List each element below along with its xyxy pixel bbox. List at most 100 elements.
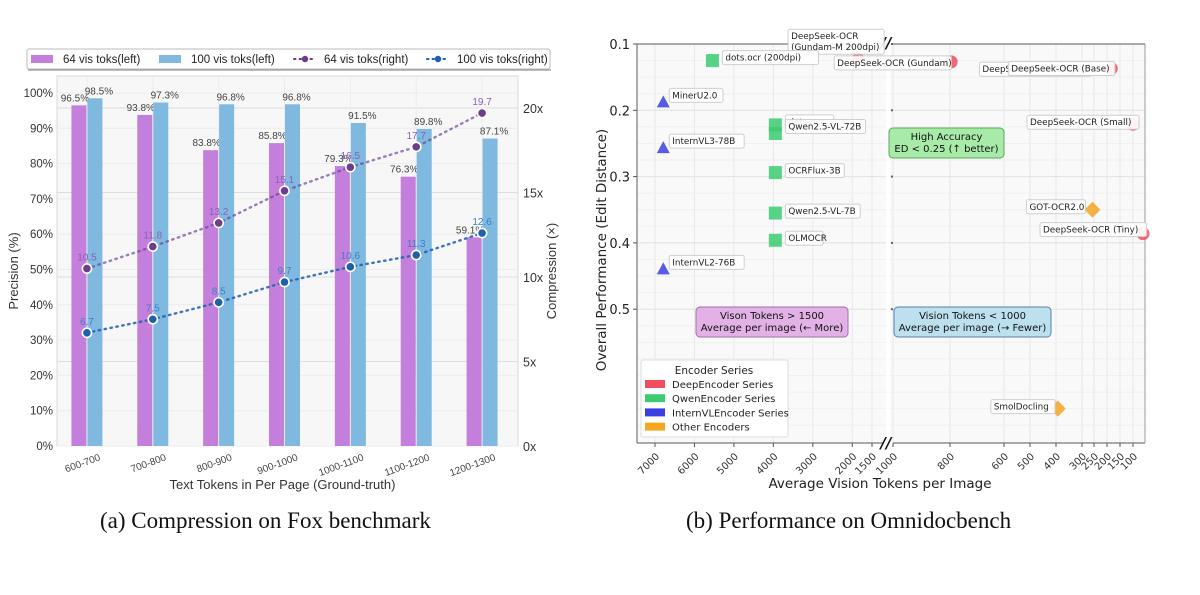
- line-point: [344, 261, 356, 273]
- point-label: MinerU2.0: [672, 91, 717, 101]
- point-label: DeepSeek-OCR (Small): [1030, 118, 1131, 128]
- point-label-box: [1007, 61, 1116, 77]
- annotation-box: [695, 306, 849, 338]
- bar-value-label: 76.3%: [390, 165, 418, 176]
- point-label: Qwen2.5-VL-72B: [788, 123, 861, 133]
- data-point: InternVL2-76B: [656, 254, 745, 275]
- line-value-label: 12.6: [472, 217, 492, 228]
- legend-swatch-marker: [434, 55, 442, 63]
- y-tick-label: 0.5: [609, 303, 630, 318]
- caption-a: (a) Compression on Fox benchmark: [100, 508, 431, 533]
- point-label: InternVL3-78B: [672, 137, 735, 147]
- legend: Encoder Series DeepEncoder Series QwenEnco…: [640, 359, 789, 438]
- caption-b: (b) Performance on Omnidocbench: [686, 508, 1012, 533]
- bar-100-600-700: [87, 98, 103, 447]
- x-tick-label: 600: [990, 451, 1011, 472]
- x-tick-label: 7000: [636, 451, 662, 477]
- annotation-box: [893, 306, 1052, 338]
- point-marker-square: [705, 54, 719, 68]
- point-label-box: [668, 133, 745, 149]
- y-tick-mid: [891, 109, 893, 112]
- bar-64-1200-1300: [466, 237, 482, 446]
- x-tick-label: 2000: [834, 451, 860, 477]
- point-label-box: [1026, 114, 1140, 130]
- point-marker-triangle: [656, 141, 670, 154]
- line-point: [279, 185, 290, 197]
- y-tick-left: 60%: [30, 229, 53, 241]
- bar-100-1000-1100: [350, 123, 366, 446]
- y-tick-left: 20%: [30, 370, 53, 382]
- line-value-label: 19.7: [472, 97, 492, 108]
- line-point: [213, 217, 225, 229]
- bar-100-1200-1300: [482, 138, 498, 447]
- point-marker-triangle: [656, 95, 670, 108]
- point-label-box: [668, 87, 724, 103]
- point-label-box: [784, 203, 861, 219]
- point-label: DeepSeek-OCR (Base): [1011, 65, 1109, 75]
- data-point: OCRFlux-3B: [768, 163, 845, 180]
- annotation-text: Average per image (→ Fewer): [899, 323, 1047, 334]
- x-tick-label: 400: [1042, 451, 1063, 472]
- point-label-box: [1039, 222, 1148, 238]
- line-value-label: 7.5: [146, 303, 160, 314]
- data-point: SmolDocling: [990, 399, 1066, 417]
- annotation-text: Vison Tokens > 1500: [720, 311, 824, 322]
- data-point: dots.ocr (200dpi): [705, 50, 820, 68]
- annotation-text: ED < 0.25 (↑ better): [894, 144, 998, 155]
- bar-64-900-1000: [269, 143, 284, 446]
- line-point: [81, 327, 93, 339]
- point-label-box: [833, 55, 952, 71]
- data-point: Qwen2.5-VL-72B: [768, 119, 867, 141]
- bar-value-label: 59.1%: [456, 225, 484, 236]
- axis-break-gap: [886, 46, 890, 441]
- x-tick-label: 6000: [676, 451, 702, 477]
- legend-label: 100 vis toks(right): [457, 54, 548, 66]
- data-point: DeepSeek-OCR (Small): [1026, 114, 1140, 131]
- point-marker-square: [768, 127, 782, 141]
- annotation-text: High Accuracy: [911, 132, 983, 143]
- legend-label: QwenEncoder Series: [672, 394, 775, 405]
- line-value-label: 11.3: [407, 239, 426, 250]
- line-point: [476, 227, 488, 239]
- legend: 64 vis toks(left) 100 vis toks(left) 64 vi…: [26, 48, 551, 71]
- x-tick-label: 1000: [874, 451, 900, 477]
- data-point: DeepSeek-OCR (Gundam): [833, 55, 958, 71]
- bar-value-label: 85.8%: [258, 131, 286, 142]
- point-label: Qwen2.5-VL-7B: [788, 207, 855, 217]
- line-point: [213, 296, 225, 308]
- legend-label: 100 vis toks(left): [191, 54, 275, 66]
- bar-value-label: 96.8%: [282, 92, 310, 103]
- bar-100-800-900: [219, 104, 235, 447]
- axis-break-mark-bottom: //: [879, 434, 893, 452]
- point-label-box: [784, 119, 867, 135]
- y-tick-right: 15x: [523, 187, 544, 201]
- point-label-box: [784, 230, 824, 246]
- bar-100-700-800: [153, 102, 169, 446]
- legend-swatch: [645, 380, 665, 388]
- y-tick-left: 40%: [30, 300, 53, 312]
- bar-64-1000-1100: [334, 166, 350, 447]
- y-tick-left: 100%: [24, 88, 53, 100]
- legend-box: [26, 48, 551, 70]
- point-label: DeepSeek-OCR (Tiny): [1043, 226, 1138, 236]
- point-label-box: [668, 254, 745, 270]
- line-point: [410, 249, 422, 261]
- point-label-box: [1025, 199, 1086, 215]
- point-label: SmolDocling: [994, 403, 1049, 413]
- point-label-box: [787, 28, 885, 55]
- line-point: [147, 313, 159, 325]
- bar-value-label: 91.5%: [348, 111, 376, 122]
- data-point: Qwen2.5-VL-7B: [768, 203, 861, 220]
- point-label: (Gundam-M 200dpi): [791, 43, 879, 53]
- x-tick-label: 4000: [755, 451, 781, 477]
- point-label: InternVL2-76B: [672, 258, 735, 268]
- point-label: DeepSeek-OCR (Gundam): [837, 59, 951, 69]
- annotation-box: [888, 127, 1005, 159]
- legend-label: 64 vis toks(right): [324, 54, 409, 66]
- bar-value-label: 83.8%: [192, 138, 220, 149]
- y-tick-right: 20x: [523, 102, 544, 116]
- line-value-label: 16.5: [341, 151, 361, 162]
- y-tick-label: 0.1: [609, 38, 630, 53]
- legend-swatch: [645, 394, 665, 403]
